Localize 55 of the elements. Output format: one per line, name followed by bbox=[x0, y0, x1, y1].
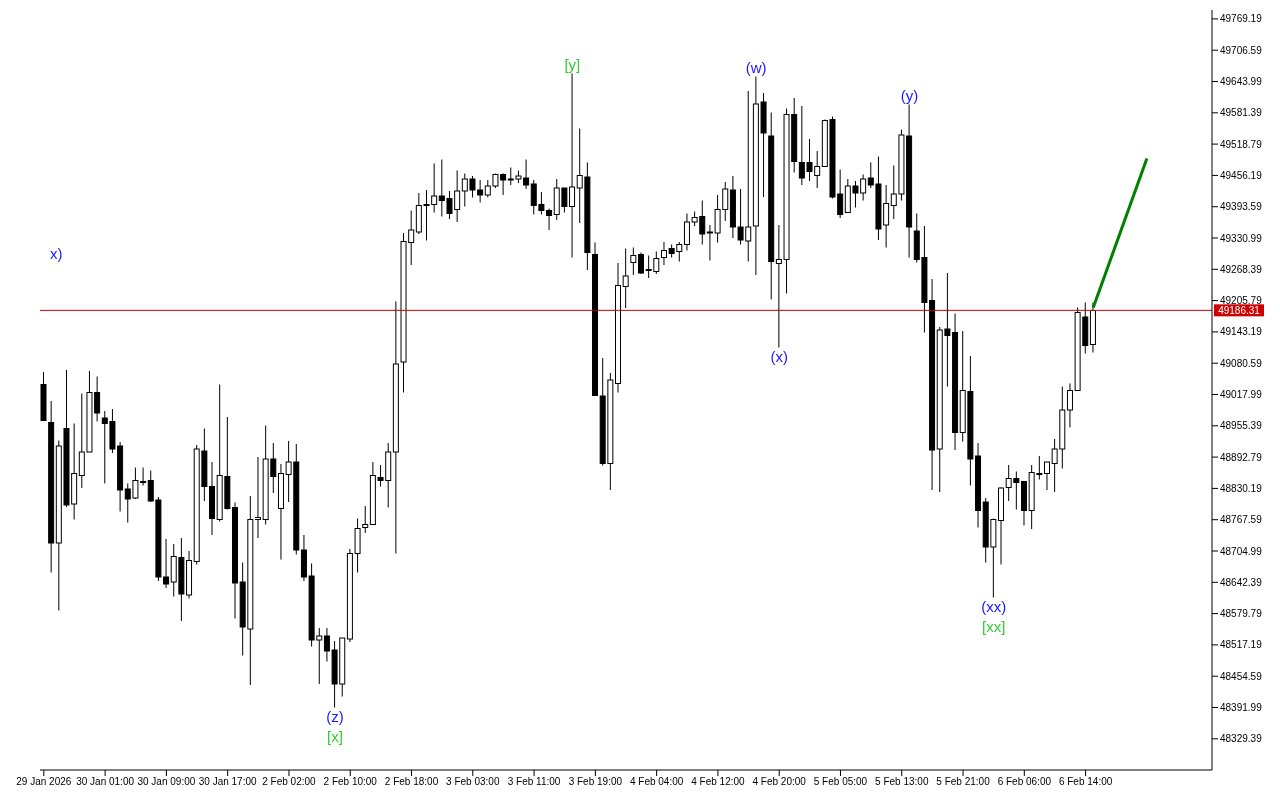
y-tick-label: 49518.79 bbox=[1220, 138, 1263, 150]
y-tick-label: 48892.79 bbox=[1220, 451, 1263, 463]
x-tick-label: 30 Jan 17:00 bbox=[198, 776, 258, 788]
y-tick-label: 49393.59 bbox=[1220, 201, 1263, 213]
annotation: (w) bbox=[745, 58, 767, 76]
x-tick-label: 3 Feb 19:00 bbox=[568, 776, 623, 788]
annotation: [x] bbox=[326, 728, 343, 746]
x-tick-label: 5 Feb 13:00 bbox=[875, 776, 929, 788]
annotation: [xx] bbox=[982, 618, 1006, 636]
x-tick-label: 4 Feb 20:00 bbox=[752, 776, 807, 788]
y-tick-label: 48955.39 bbox=[1220, 420, 1263, 432]
x-tick-label: 2 Feb 02:00 bbox=[262, 776, 317, 788]
x-tick-label: 30 Jan 09:00 bbox=[137, 776, 196, 788]
candlestick bbox=[622, 248, 629, 309]
annotation: (xx) bbox=[981, 598, 1007, 616]
y-tick-label: 48391.99 bbox=[1220, 702, 1263, 714]
y-tick-label: 48767.59 bbox=[1220, 514, 1263, 526]
y-tick-label: 48517.19 bbox=[1220, 639, 1263, 651]
x-tick-label: 2 Feb 10:00 bbox=[323, 776, 378, 788]
y-tick-label: 49643.99 bbox=[1220, 76, 1263, 88]
x-tick-label: 4 Feb 12:00 bbox=[691, 776, 746, 788]
y-tick-label: 49080.59 bbox=[1220, 357, 1263, 369]
y-tick-label: 48454.59 bbox=[1220, 670, 1263, 682]
annotation: (x) bbox=[770, 348, 788, 366]
annotation: [y] bbox=[564, 55, 581, 73]
x-tick-label: 30 Jan 01:00 bbox=[76, 776, 135, 788]
annotation: (y) bbox=[900, 86, 919, 104]
y-tick-label: 49706.59 bbox=[1220, 44, 1263, 56]
x-tick-label: 6 Feb 06:00 bbox=[997, 776, 1052, 788]
candlestick bbox=[362, 505, 369, 534]
y-tick-label: 49143.19 bbox=[1220, 326, 1263, 338]
candlestick bbox=[630, 247, 637, 276]
y-tick-label: 48830.19 bbox=[1220, 482, 1263, 494]
y-tick-label: 48704.99 bbox=[1220, 545, 1263, 557]
y-tick-label: 48642.39 bbox=[1220, 576, 1263, 588]
y-tick-label: 49456.19 bbox=[1220, 169, 1263, 181]
y-tick-label: 49205.79 bbox=[1220, 295, 1263, 307]
x-tick-label: 3 Feb 11:00 bbox=[507, 776, 561, 788]
x-tick-label: 5 Feb 05:00 bbox=[813, 776, 868, 788]
annotation: x) bbox=[50, 245, 63, 262]
y-tick-label: 49268.39 bbox=[1220, 263, 1263, 275]
annotation: (z) bbox=[326, 708, 344, 726]
x-tick-label: 29 Jan 2026 bbox=[16, 776, 72, 788]
y-tick-label: 48579.79 bbox=[1220, 608, 1263, 620]
y-tick-label: 49017.99 bbox=[1220, 389, 1263, 401]
y-tick-label: 49581.39 bbox=[1220, 107, 1263, 119]
y-tick-label: 49769.19 bbox=[1220, 13, 1263, 25]
x-tick-label: 6 Feb 14:00 bbox=[1058, 776, 1113, 788]
x-tick-label: 4 Feb 04:00 bbox=[629, 776, 684, 788]
x-tick-label: 2 Feb 18:00 bbox=[384, 776, 439, 788]
x-tick-label: 3 Feb 03:00 bbox=[446, 776, 500, 788]
y-tick-label: 49330.99 bbox=[1220, 232, 1263, 244]
y-tick-label: 48329.39 bbox=[1220, 733, 1263, 745]
ref-line-label: 49186.31 bbox=[1218, 305, 1261, 317]
x-tick-label: 5 Feb 21:00 bbox=[936, 776, 991, 788]
